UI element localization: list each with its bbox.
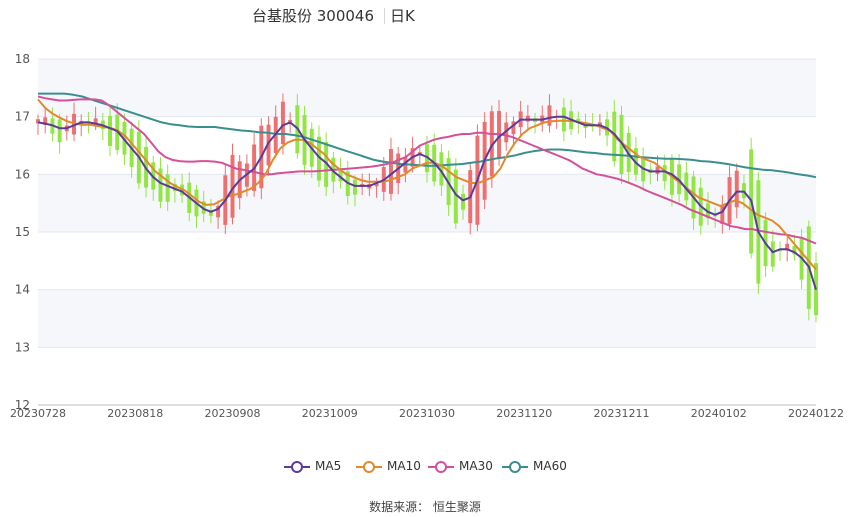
candle-body xyxy=(158,168,163,202)
candle-body xyxy=(324,142,329,187)
candle-body xyxy=(489,111,494,177)
candle-body xyxy=(288,119,293,122)
candle-body xyxy=(461,193,465,210)
x-tick-label: 20230818 xyxy=(107,407,163,420)
x-tick-label: 20231009 xyxy=(302,407,358,420)
source-name: 恒生聚源 xyxy=(432,500,481,514)
stock-code: 300046 xyxy=(316,7,374,25)
legend-marker-ma5 xyxy=(291,461,303,473)
candle-body xyxy=(511,121,516,135)
candle-body xyxy=(208,209,213,216)
y-tick-label: 16 xyxy=(15,167,30,181)
plot-band xyxy=(38,347,816,405)
candle-body xyxy=(165,174,170,202)
candle-body xyxy=(389,148,393,194)
candle-body xyxy=(734,170,739,208)
y-tick-label: 12 xyxy=(15,398,30,412)
candle-body xyxy=(785,243,790,251)
y-tick-label: 14 xyxy=(15,283,30,297)
data-source: 数据来源： 恒生聚源 xyxy=(0,498,850,515)
x-tick-label: 20240122 xyxy=(788,407,844,420)
candle-body xyxy=(216,206,221,218)
legend-label-ma10: MA10 xyxy=(387,459,421,473)
legend-marker-ma10 xyxy=(363,461,375,473)
candle-body xyxy=(525,115,530,122)
legend-marker-ma30 xyxy=(435,461,447,473)
candle-body xyxy=(93,118,98,125)
plot-band xyxy=(38,59,816,117)
candle-body xyxy=(316,136,321,181)
ma60-line xyxy=(38,92,817,179)
plot-band xyxy=(38,289,816,348)
candle-body xyxy=(230,154,235,218)
candle-body xyxy=(43,117,48,125)
candle-body xyxy=(662,164,667,182)
header-divider xyxy=(384,8,385,24)
candle-body xyxy=(720,204,725,225)
candle-body xyxy=(338,168,343,182)
candle-body xyxy=(108,115,113,146)
kline-chart: 12 13 14 15 16 17 18 20230728 20230818 20230908 20… xyxy=(10,52,844,420)
candle-body xyxy=(561,107,566,132)
candle-body xyxy=(576,118,581,123)
x-tick-label: 20230908 xyxy=(205,407,261,420)
x-tick-label: 20240102 xyxy=(691,407,747,420)
legend-label-ma5: MA5 xyxy=(315,459,342,473)
candle-body xyxy=(280,101,285,145)
y-tick-label: 13 xyxy=(15,340,30,354)
candle-body xyxy=(453,169,458,224)
candle-body xyxy=(655,166,660,174)
candle-body xyxy=(266,124,271,166)
candle-body xyxy=(352,179,357,195)
y-tick-label: 18 xyxy=(15,52,30,66)
candle-body xyxy=(374,183,379,187)
candle-body xyxy=(547,105,552,126)
ma30-line xyxy=(37,95,817,245)
y-tick-label: 17 xyxy=(15,110,30,124)
ma5-line xyxy=(37,115,817,290)
candle-body xyxy=(439,152,444,186)
plot-band xyxy=(38,232,816,290)
x-tick-label: 20231120 xyxy=(496,407,552,420)
y-tick-label: 15 xyxy=(15,225,30,239)
legend-label-ma30: MA30 xyxy=(459,459,493,473)
candle-body xyxy=(778,250,782,252)
x-tick-label: 20230728 xyxy=(10,407,66,420)
candle-body xyxy=(597,122,602,126)
candle-body xyxy=(792,245,797,255)
chart-header: 台基股份 300046 日K xyxy=(0,5,850,29)
legend-marker-ma60 xyxy=(509,461,521,473)
candle-body xyxy=(770,241,775,267)
x-tick-label: 20231030 xyxy=(399,407,455,420)
legend-label-ma60: MA60 xyxy=(533,459,567,473)
candle-body xyxy=(57,119,62,143)
x-tick-label: 20231211 xyxy=(594,407,650,420)
period-tab[interactable]: 日K xyxy=(390,7,415,25)
candle-body xyxy=(504,122,509,143)
source-label: 数据来源： xyxy=(369,500,430,514)
candle-body xyxy=(684,172,689,201)
candle-body xyxy=(201,201,206,214)
candle-body xyxy=(36,119,40,124)
candle-body xyxy=(172,184,177,192)
stock-name: 台基股份 xyxy=(251,7,312,25)
stock-title: 台基股份 300046 xyxy=(252,5,374,26)
